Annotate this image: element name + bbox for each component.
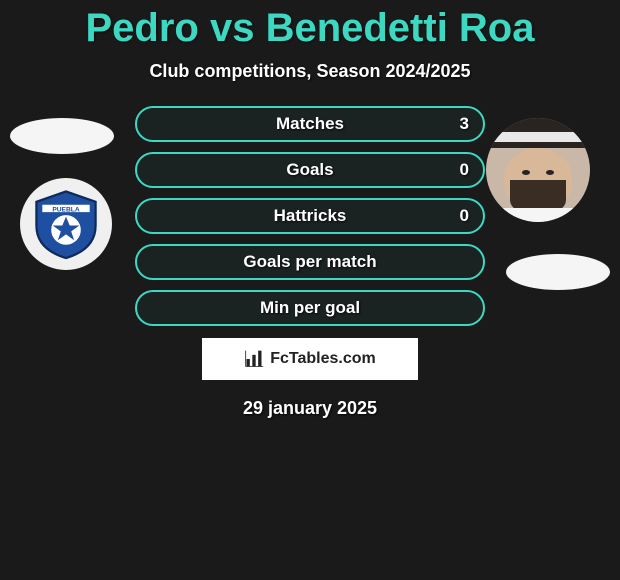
brand-text: FcTables.com <box>270 350 376 368</box>
footer-date: 29 january 2025 <box>10 380 610 419</box>
stat-value: 0 <box>460 206 469 226</box>
stat-label: Hattricks <box>274 206 347 226</box>
page-subtitle: Club competitions, Season 2024/2025 <box>10 61 610 106</box>
stat-label: Matches <box>276 114 344 134</box>
stat-row-goals-per-match: Goals per match <box>135 244 485 280</box>
stat-label: Goals <box>286 160 333 180</box>
stat-row-hattricks: Hattricks 0 <box>135 198 485 234</box>
stat-value: 3 <box>460 114 469 134</box>
stat-value: 0 <box>460 160 469 180</box>
page-title: Pedro vs Benedetti Roa <box>10 0 610 61</box>
brand-badge: FcTables.com <box>202 338 418 380</box>
stats-list: Matches 3 Goals 0 Hattricks 0 Goals per … <box>10 106 610 326</box>
stat-row-goals: Goals 0 <box>135 152 485 188</box>
bar-chart-icon <box>244 349 264 369</box>
stat-row-matches: Matches 3 <box>135 106 485 142</box>
comparison-card: Pedro vs Benedetti Roa Club competitions… <box>0 0 620 419</box>
stat-label: Min per goal <box>260 298 360 318</box>
stat-label: Goals per match <box>243 252 376 272</box>
stat-row-min-per-goal: Min per goal <box>135 290 485 326</box>
